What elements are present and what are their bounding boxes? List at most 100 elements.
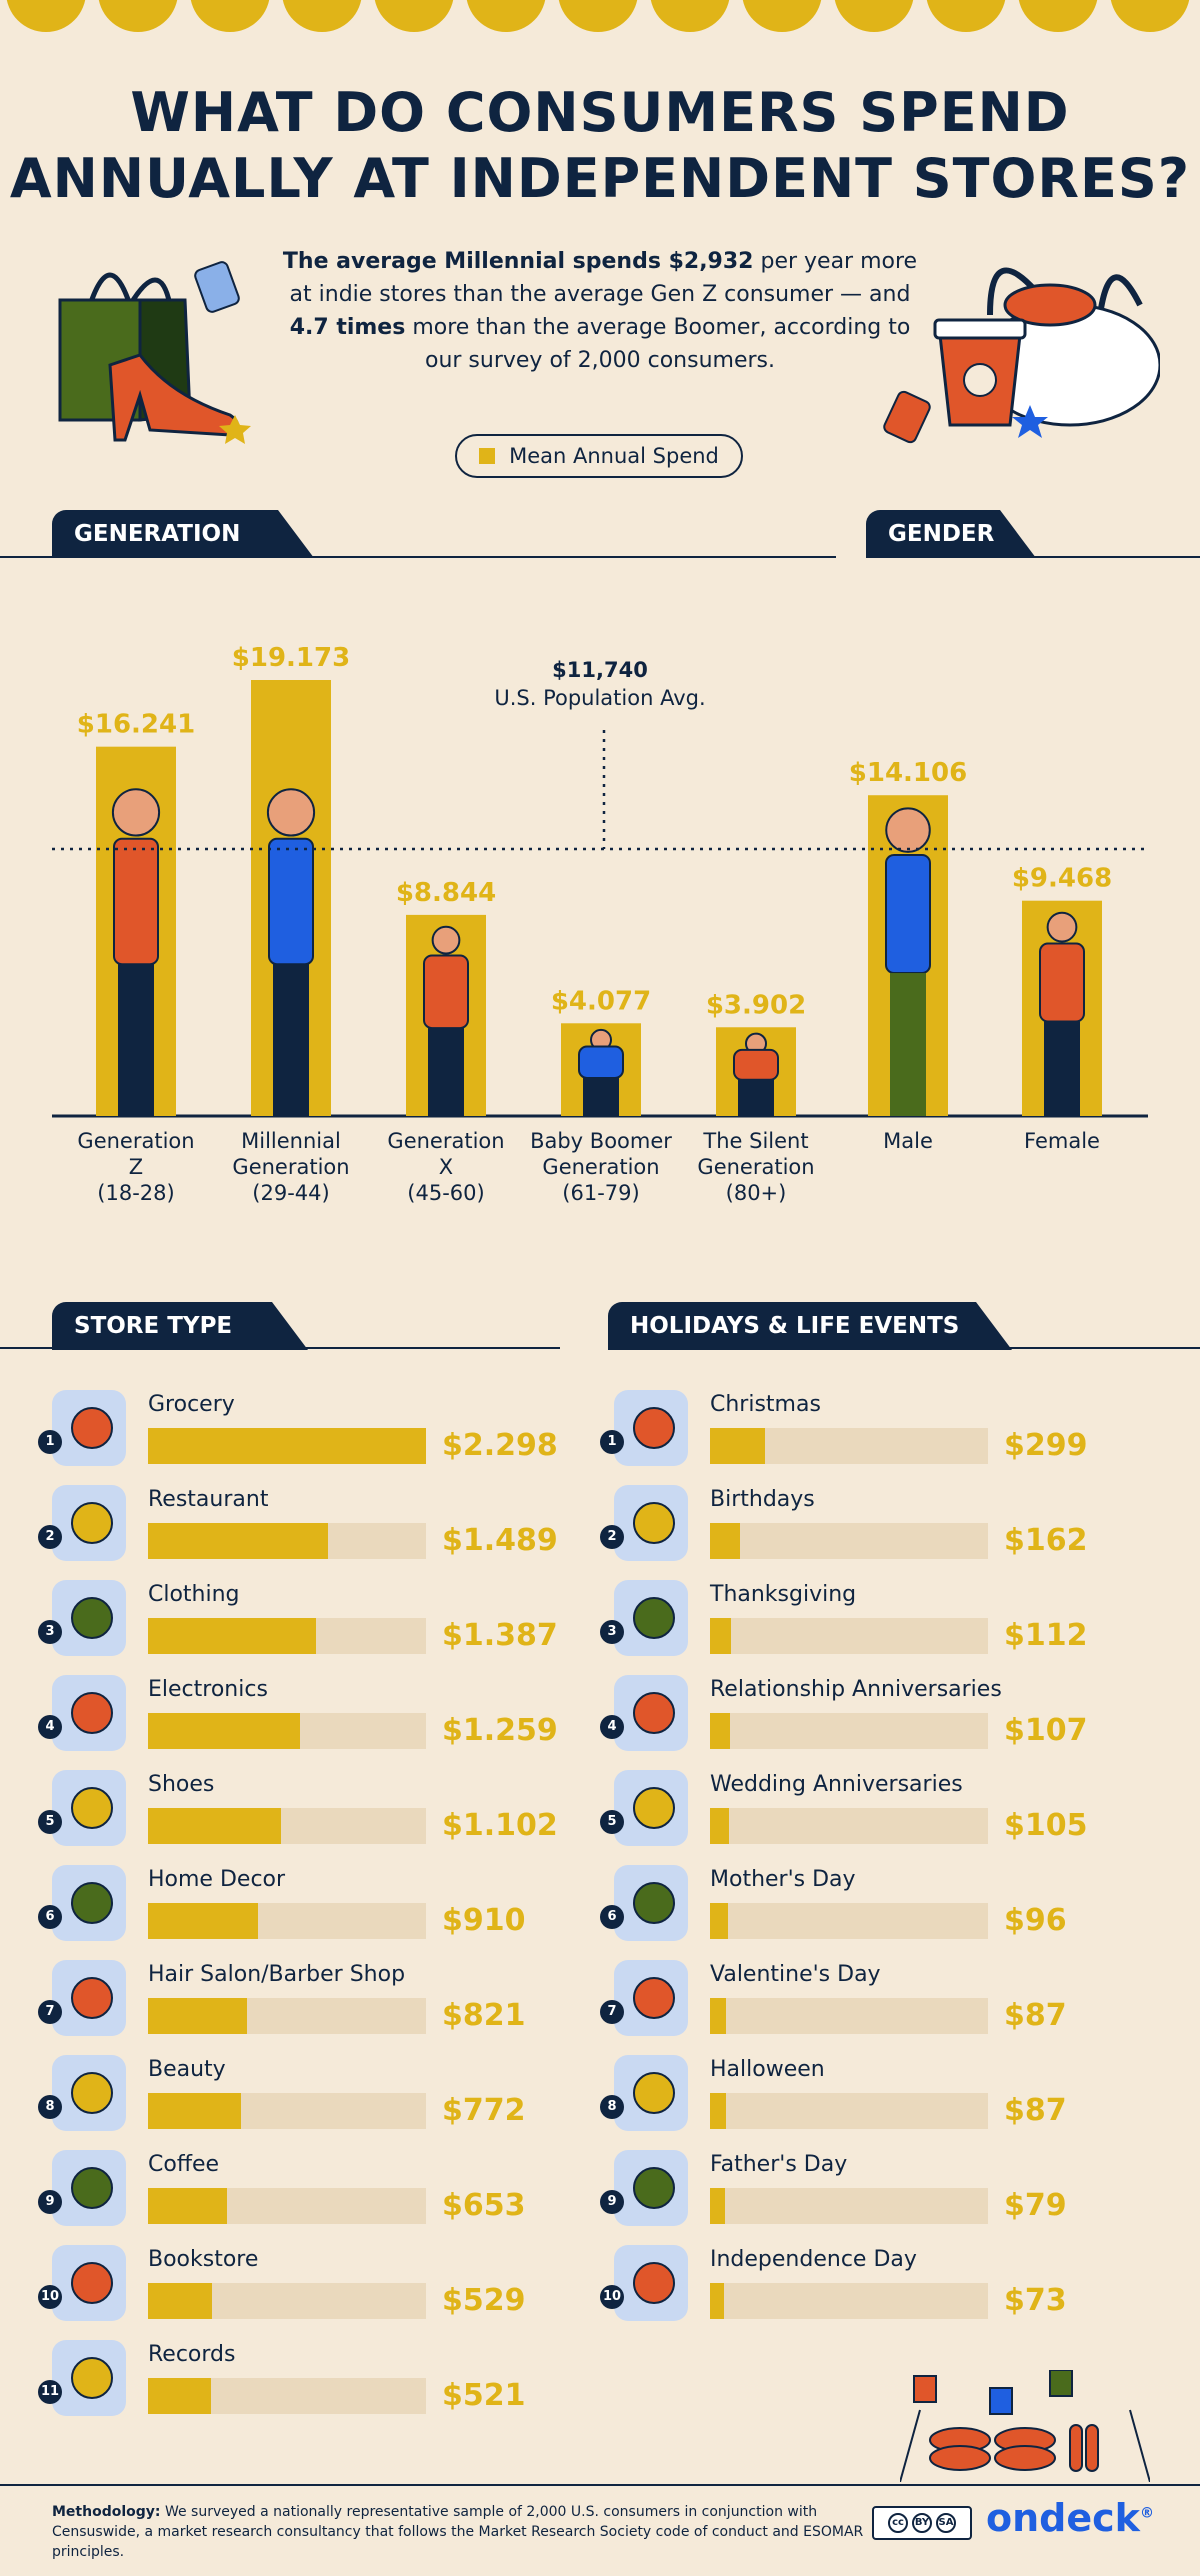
bar-track	[710, 1618, 988, 1654]
creative-commons-badge[interactable]: cc BY SA	[872, 2506, 972, 2540]
ondeck-logo[interactable]: ondeck®	[986, 2496, 1154, 2540]
row-value: $299	[1004, 1428, 1088, 1463]
bar-fill	[148, 2378, 212, 2414]
bar-track	[148, 1998, 426, 2034]
bar-track	[148, 2378, 426, 2414]
rank-badge: 10	[600, 2285, 624, 2309]
icon-shape	[633, 2072, 675, 2114]
person-body	[423, 954, 469, 1030]
list-row: 2 Birthdays $162	[600, 1485, 1140, 1571]
bar-track	[710, 2093, 988, 2129]
basket-icon	[52, 1390, 126, 1466]
bar-fill	[148, 1618, 316, 1654]
category-label-line: Millennial	[241, 1129, 341, 1153]
scallop	[374, 0, 454, 32]
icon-shape	[633, 1692, 675, 1734]
rings-icon	[614, 1770, 688, 1846]
list-row: 10 Bookstore $529	[38, 2245, 578, 2331]
store-type-tab: STORE TYPE	[52, 1302, 308, 1350]
bar-value-label: $4.077	[551, 986, 651, 1016]
row-value: $73	[1004, 2283, 1067, 2318]
icon-shape	[633, 1882, 675, 1924]
category-label-line: X	[438, 1155, 454, 1179]
rank-badge: 9	[38, 2190, 62, 2214]
intro-text-2: per year more at indie stores than the a…	[289, 249, 918, 307]
mirror-icon	[52, 2055, 126, 2131]
list-row: 1 Grocery $2.298	[38, 1390, 578, 1476]
bar-track	[710, 1713, 988, 1749]
shopping-bag-heel-illustration	[58, 261, 251, 444]
rank-badge: 7	[38, 2000, 62, 2024]
person-head	[111, 788, 161, 837]
briefcase-icon	[614, 2150, 688, 2226]
icon-shape	[71, 1977, 113, 2019]
icon-shape	[71, 2167, 113, 2209]
list-row: 6 Home Decor $910	[38, 1865, 578, 1951]
bar-track	[148, 1428, 426, 1464]
spend-bar-chart: $16.241 $19.173 $8.844 $4.077 $3.902 $14.106 $…	[52, 643, 1148, 1118]
row-value: $107	[1004, 1713, 1088, 1748]
intro-text-4: more than the average Boomer, according …	[405, 315, 911, 373]
hair-dryer-icon	[52, 1960, 126, 2036]
icon-shape	[71, 1407, 113, 1449]
rank-badge: 4	[600, 1715, 624, 1739]
icon-shape	[633, 1787, 675, 1829]
rank-badge: 9	[600, 2190, 624, 2214]
rank-badge: 1	[600, 1430, 624, 1454]
bar-track	[148, 2283, 426, 2319]
row-value: $162	[1004, 1523, 1088, 1558]
person-body	[578, 1045, 624, 1079]
row-label: Home Decor	[148, 1867, 286, 1892]
row-value: $529	[442, 2283, 526, 2318]
icon-shape	[71, 1502, 113, 1544]
row-value: $653	[442, 2188, 526, 2223]
row-label: Birthdays	[710, 1487, 815, 1512]
list-row: 10 Independence Day $73	[600, 2245, 1140, 2331]
icon-shape	[633, 2262, 675, 2304]
flag-icon	[614, 2245, 688, 2321]
bar-fill	[148, 2093, 242, 2129]
cc-icon: cc	[888, 2513, 908, 2533]
icon-shape	[71, 2072, 113, 2114]
category-label-line: (80+)	[725, 1181, 787, 1205]
bar-fill	[710, 1428, 766, 1464]
bar-fill	[710, 2283, 724, 2319]
list-row: 2 Restaurant $1.489	[38, 1485, 578, 1571]
scallop	[742, 0, 822, 32]
rank-badge: 2	[600, 1525, 624, 1549]
list-row: 5 Wedding Anniversaries $105	[600, 1770, 1140, 1856]
bar-track	[148, 1618, 426, 1654]
row-label: Coffee	[148, 2152, 220, 2177]
bar-value-label: $16.241	[77, 710, 195, 740]
bar-value-label: $3.902	[706, 990, 806, 1020]
person-head	[431, 925, 461, 955]
list-row: 11 Records $521	[38, 2340, 578, 2426]
store-type-tab-label: STORE TYPE	[74, 1313, 233, 1339]
row-label: Independence Day	[710, 2247, 917, 2272]
row-value: $910	[442, 1903, 526, 1938]
category-label: Female	[982, 1128, 1142, 1154]
row-value: $79	[1004, 2188, 1067, 2223]
legend-label: Mean Annual Spend	[509, 444, 719, 468]
bar-track	[710, 1428, 988, 1464]
category-label: Millennial Generation (29-44)	[211, 1128, 371, 1206]
bar-fill	[148, 1428, 426, 1464]
coffee-cup-icon	[52, 2150, 126, 2226]
row-value: $112	[1004, 1618, 1088, 1653]
scallop	[926, 0, 1006, 32]
page-title: WHAT DO CONSUMERS SPEND ANNUALLY AT INDE…	[0, 80, 1200, 212]
category-label: Baby Boomer Generation (61-79)	[521, 1128, 681, 1206]
person-legs	[890, 973, 926, 1116]
book-icon	[52, 2245, 126, 2321]
heel-shoe-icon	[52, 1770, 126, 1846]
row-value: $105	[1004, 1808, 1088, 1843]
row-value: $87	[1004, 1998, 1067, 2033]
scallop-border	[6, 0, 1190, 32]
jacket-icon	[52, 1580, 126, 1656]
rank-badge: 10	[38, 2285, 62, 2309]
turkey-icon	[614, 1580, 688, 1656]
rank-badge: 5	[600, 1810, 624, 1834]
icon-shape	[633, 2167, 675, 2209]
bakery-illustration	[900, 2370, 1150, 2482]
category-label: The Silent Generation (80+)	[676, 1128, 836, 1206]
